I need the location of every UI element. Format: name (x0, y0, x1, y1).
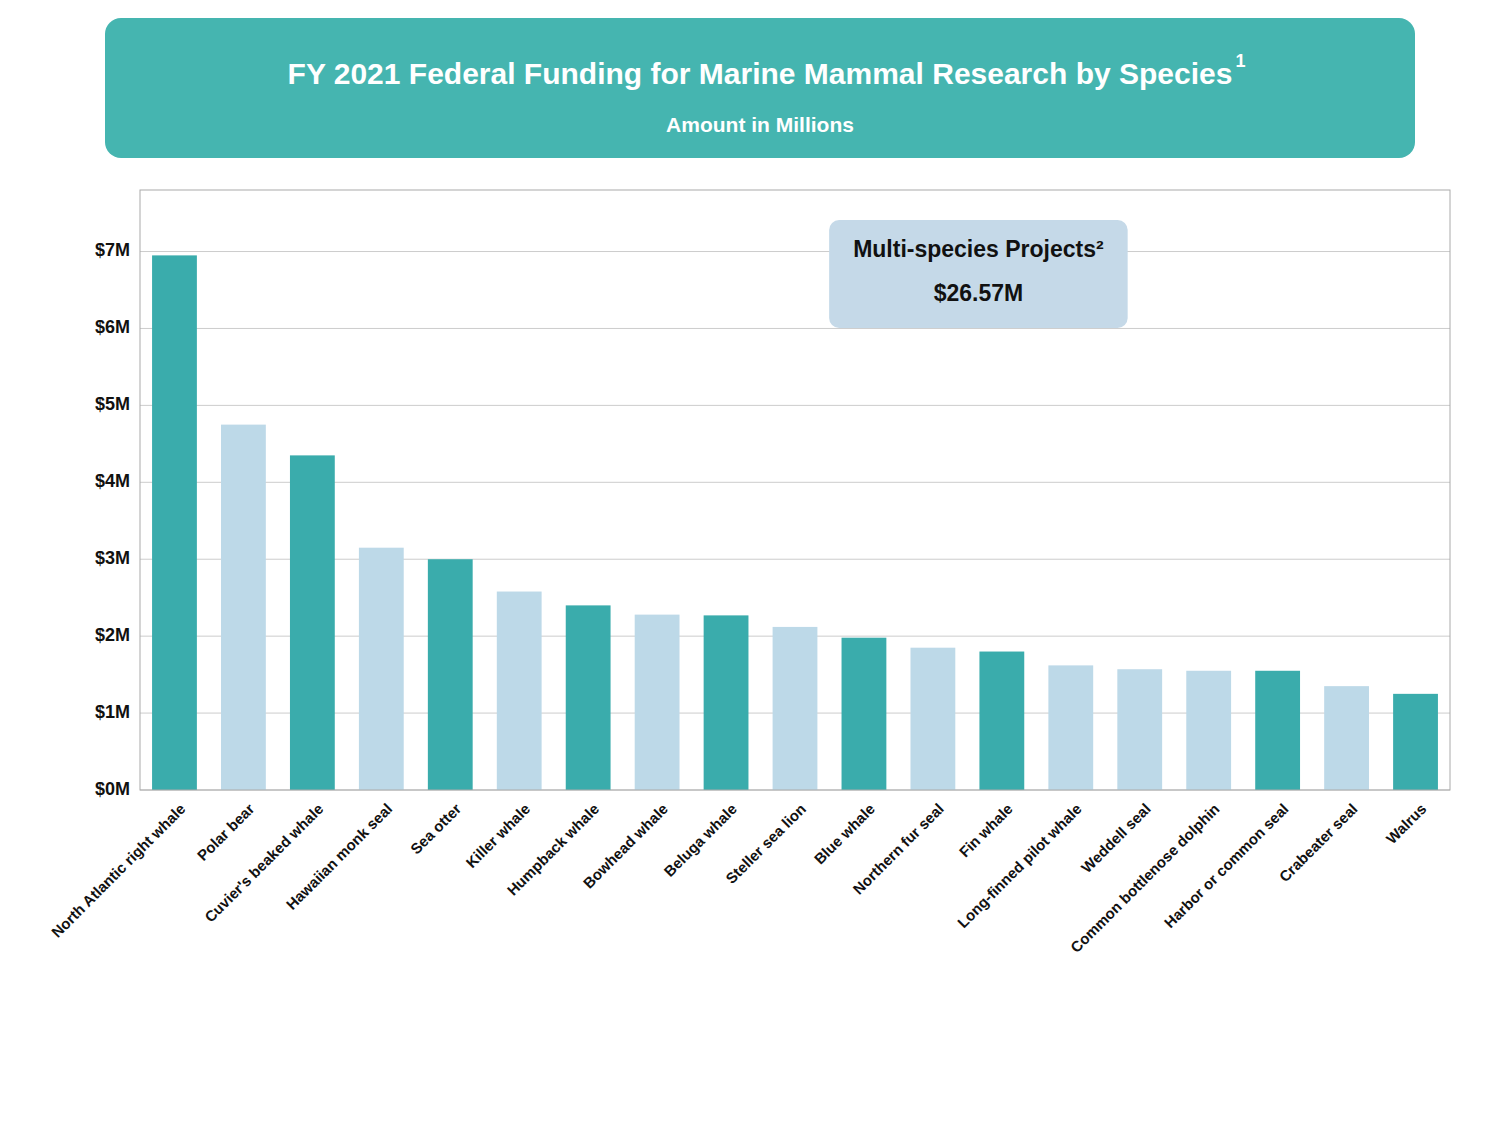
bar (1117, 669, 1162, 790)
x-tick-label: Hawaiian monk seal (283, 800, 396, 913)
bar (1255, 671, 1300, 790)
x-tick-label: Blue whale (811, 800, 878, 867)
x-axis: North Atlantic right whalePolar bearCuvi… (48, 800, 1430, 956)
x-tick-label: Sea otter (407, 800, 465, 858)
bar (704, 615, 749, 790)
y-tick-label: $7M (95, 240, 130, 260)
subtitle: Amount in Millions (666, 113, 854, 136)
x-tick-label: Steller sea lion (722, 800, 809, 887)
x-tick-label: North Atlantic right whale (48, 800, 189, 941)
grid-line (140, 482, 1450, 483)
bar (1048, 665, 1093, 790)
x-tick-label: Cuvier's beaked whale (201, 800, 326, 925)
grid-line (140, 559, 1450, 560)
grid-line (140, 251, 1450, 252)
y-axis: $0M $1M $2M $3M $4M $5M $6M $7M (95, 240, 130, 798)
y-tick-label: $3M (95, 548, 130, 568)
annotation: Multi-species Projects² $26.57M (829, 220, 1128, 328)
x-tick-label: Long-finned pilot whale (954, 800, 1085, 931)
grid-line (140, 405, 1450, 406)
plot-frame (140, 190, 1450, 790)
bar (842, 638, 887, 790)
x-tick-label: Walrus (1383, 800, 1430, 847)
x-tick-label: Polar bear (194, 800, 258, 864)
bar (1393, 694, 1438, 790)
x-tick-label: Weddell seal (1078, 800, 1154, 876)
x-tick-label: Common bottlenose dolphin (1067, 800, 1223, 956)
x-tick-label: Killer whale (462, 800, 533, 871)
bar (290, 455, 335, 790)
x-tick-label: Harbor or common seal (1161, 800, 1292, 931)
annotation-box (829, 220, 1128, 328)
y-tick-label: $4M (95, 471, 130, 491)
x-tick-label: Crabeater seal (1275, 800, 1360, 885)
bar (497, 592, 542, 790)
y-tick-label: $6M (95, 317, 130, 337)
bar (428, 559, 473, 790)
annotation-text: $26.57M (934, 280, 1024, 306)
bar (635, 615, 680, 790)
bar (566, 605, 611, 790)
bar (152, 255, 197, 790)
bar (1324, 686, 1369, 790)
bar (359, 548, 404, 790)
y-tick-label: $1M (95, 702, 130, 722)
title-banner (105, 18, 1415, 158)
grid-line (140, 328, 1450, 329)
grid (140, 252, 1450, 790)
title-superscript: 1 (1235, 51, 1245, 71)
x-tick-label: Bowhead whale (580, 800, 672, 892)
bars (152, 255, 1438, 790)
bar (910, 648, 955, 790)
chart: FY 2021 Federal Funding for Marine Mamma… (0, 0, 1500, 1125)
y-tick-label: $5M (95, 394, 130, 414)
bar (979, 652, 1024, 790)
y-tick-label: $0M (95, 779, 130, 799)
annotation-text: Multi-species Projects² (853, 236, 1104, 262)
x-tick-label: Northern fur seal (849, 800, 946, 897)
bar (773, 627, 818, 790)
x-tick-label: Fin whale (956, 800, 1016, 860)
bar (221, 425, 266, 790)
y-tick-label: $2M (95, 625, 130, 645)
title: FY 2021 Federal Funding for Marine Mamma… (288, 57, 1233, 90)
bar (1186, 671, 1231, 790)
